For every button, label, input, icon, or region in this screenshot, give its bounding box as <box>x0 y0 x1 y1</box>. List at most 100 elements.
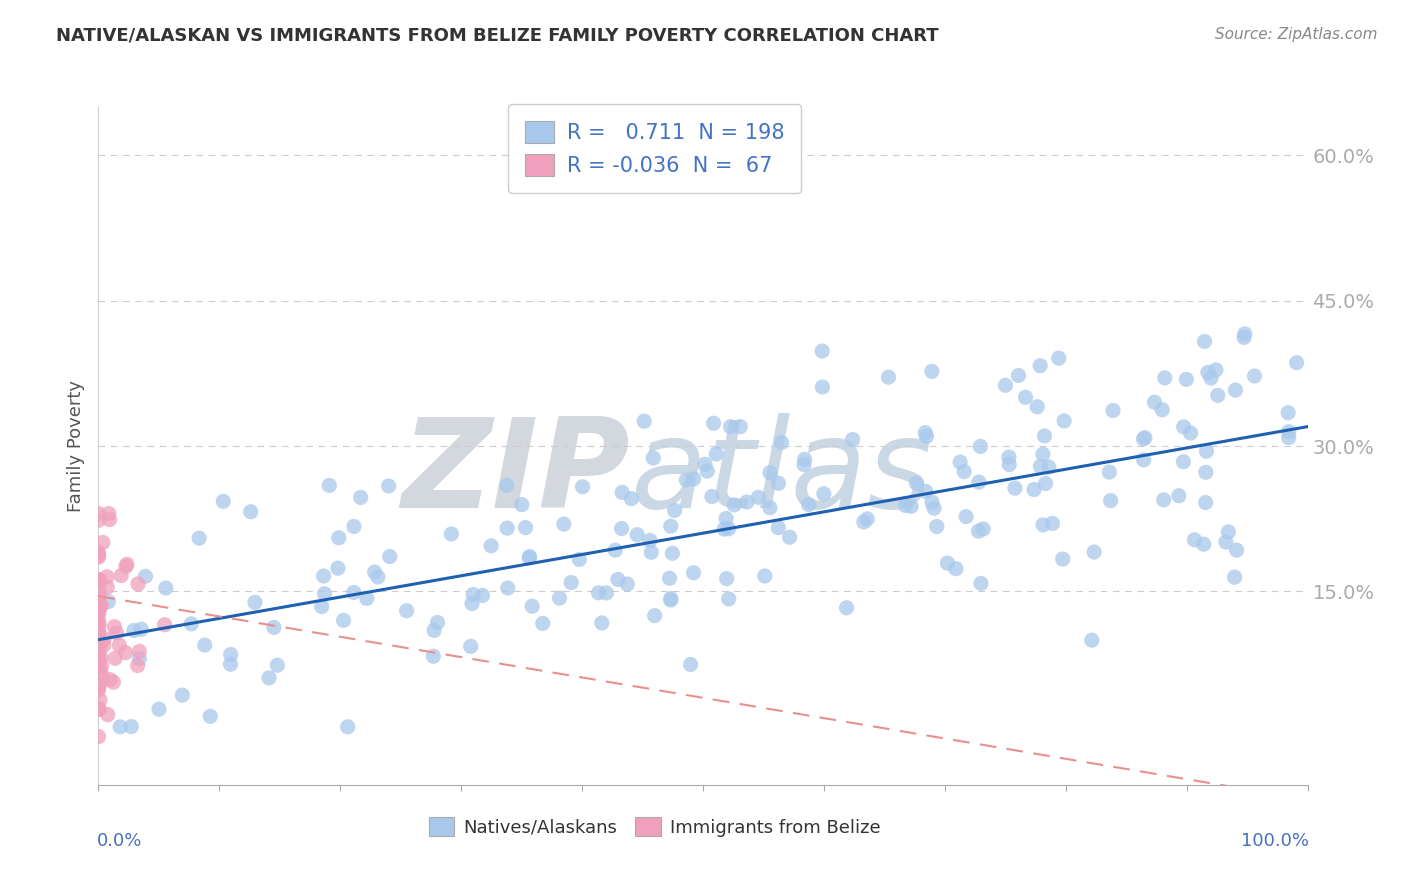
Point <box>1004 481 1026 495</box>
Point <box>87 608 110 623</box>
Point <box>87 648 110 663</box>
Point <box>1215 535 1237 549</box>
Point <box>936 556 959 570</box>
Point <box>811 380 834 394</box>
Point <box>426 615 449 630</box>
Point <box>560 575 582 590</box>
Point <box>1153 492 1175 507</box>
Point <box>921 364 943 378</box>
Point <box>900 500 922 514</box>
Point <box>664 503 686 517</box>
Point <box>1032 517 1054 532</box>
Point <box>519 549 541 564</box>
Point <box>127 577 149 591</box>
Point <box>108 638 131 652</box>
Point <box>914 484 936 499</box>
Point <box>103 620 125 634</box>
Point <box>1233 326 1256 341</box>
Point <box>620 491 643 506</box>
Point <box>553 517 575 532</box>
Point <box>1195 444 1218 458</box>
Point <box>87 507 110 521</box>
Point <box>1152 402 1174 417</box>
Point <box>239 505 262 519</box>
Point <box>93 638 115 652</box>
Point <box>87 513 110 527</box>
Point <box>659 593 682 607</box>
Y-axis label: Family Poverty: Family Poverty <box>66 380 84 512</box>
Point <box>970 576 993 591</box>
Point <box>704 447 727 461</box>
Point <box>633 414 655 428</box>
Point <box>153 617 176 632</box>
Point <box>87 594 110 608</box>
Point <box>98 673 121 687</box>
Point <box>87 614 110 628</box>
Point <box>318 478 340 492</box>
Point <box>496 581 519 595</box>
Point <box>953 465 976 479</box>
Point <box>793 452 815 467</box>
Point <box>605 543 627 558</box>
Point <box>659 519 682 533</box>
Text: ZIP: ZIP <box>402 413 630 533</box>
Point <box>314 587 336 601</box>
Point <box>915 429 938 443</box>
Point <box>1081 633 1104 648</box>
Point <box>1047 351 1070 366</box>
Point <box>714 511 737 525</box>
Point <box>87 702 110 716</box>
Point <box>96 580 118 594</box>
Point <box>194 638 217 652</box>
Point <box>703 417 725 431</box>
Point <box>108 720 131 734</box>
Point <box>1052 552 1074 566</box>
Point <box>720 419 742 434</box>
Point <box>922 501 945 516</box>
Point <box>998 450 1021 464</box>
Point <box>595 586 617 600</box>
Point <box>626 527 648 541</box>
Point <box>1022 483 1045 497</box>
Point <box>89 575 111 590</box>
Point <box>717 591 740 606</box>
Point <box>97 507 120 521</box>
Point <box>1278 431 1301 445</box>
Point <box>949 455 972 469</box>
Point <box>219 648 242 662</box>
Text: atlas: atlas <box>630 413 932 533</box>
Point <box>311 599 333 614</box>
Point <box>87 599 110 614</box>
Point <box>972 522 994 536</box>
Point <box>87 657 110 671</box>
Point <box>1167 489 1189 503</box>
Point <box>682 472 704 486</box>
Point <box>1042 516 1064 531</box>
Text: 0.0%: 0.0% <box>97 832 142 850</box>
Point <box>1038 460 1060 475</box>
Point <box>1205 363 1227 377</box>
Point <box>754 569 776 583</box>
Text: 100.0%: 100.0% <box>1240 832 1309 850</box>
Point <box>1026 400 1049 414</box>
Point <box>716 572 738 586</box>
Point <box>967 524 990 538</box>
Point <box>114 646 136 660</box>
Point <box>350 491 373 505</box>
Point <box>91 535 114 549</box>
Point <box>1173 420 1195 434</box>
Point <box>115 559 138 574</box>
Point <box>1007 368 1029 383</box>
Point <box>610 522 633 536</box>
Point <box>90 599 112 613</box>
Point <box>1083 545 1105 559</box>
Point <box>1035 476 1057 491</box>
Point <box>1132 432 1154 446</box>
Point <box>606 573 628 587</box>
Point <box>257 671 280 685</box>
Point <box>793 458 815 472</box>
Point <box>1032 447 1054 461</box>
Point <box>658 571 681 585</box>
Point <box>1033 429 1056 443</box>
Point <box>768 521 790 535</box>
